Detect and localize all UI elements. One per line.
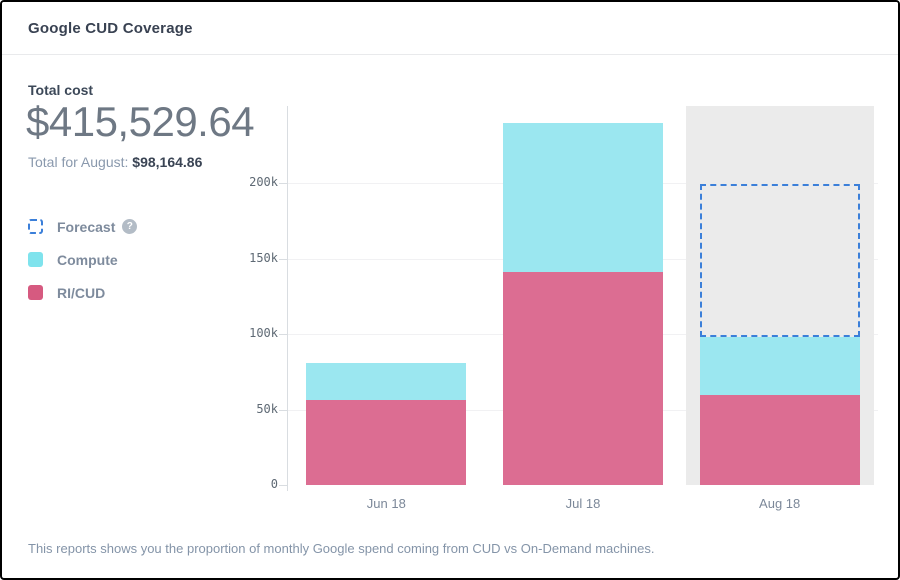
x-axis-label-jul-18: Jul 18 <box>565 496 601 511</box>
stacked-bar-chart: Jun 18 Jul 18 Aug 18 <box>279 106 878 511</box>
august-subtotal-prefix: Total for August: <box>28 154 129 170</box>
ricud-swatch-icon <box>28 285 43 300</box>
total-cost-value: $415,529.64 <box>26 98 255 145</box>
chart-column-jun-18: Jun 18 <box>288 106 485 511</box>
y-axis-tick-100k <box>279 334 287 335</box>
bar-jul-18[interactable] <box>502 123 663 485</box>
bar-segment-ri-cud-jul-18[interactable] <box>502 272 663 485</box>
total-cost-label: Total cost <box>28 82 94 98</box>
y-axis-tick-0 <box>279 485 287 486</box>
august-subtotal: Total for August: $98,164.86 <box>28 154 202 170</box>
legend-item-ricud[interactable]: RI/CUD <box>28 282 137 303</box>
august-subtotal-value: $98,164.86 <box>132 154 203 170</box>
bar-segment-ri-cud-aug-18[interactable] <box>699 395 860 485</box>
legend-ricud-label: RI/CUD <box>57 284 106 301</box>
bar-segment-compute-jul-18[interactable] <box>502 123 663 273</box>
bar-jun-18[interactable] <box>306 362 467 485</box>
legend-item-compute[interactable]: Compute <box>28 249 137 270</box>
y-axis-labels: 0 50k 100k 150k 200k <box>152 106 280 491</box>
page-title: Google CUD Coverage <box>28 20 193 37</box>
bar-segment-compute-jun-18[interactable] <box>306 362 467 400</box>
y-axis-label-150k: 150k <box>249 250 278 265</box>
legend-item-forecast[interactable]: Forecast ? <box>28 216 138 237</box>
chart-column-aug-18: Aug 18 <box>681 106 878 511</box>
legend-forecast-label: Forecast <box>57 218 116 235</box>
y-axis-line <box>287 106 288 491</box>
y-axis-label-0: 0 <box>270 477 278 491</box>
forecast-box <box>699 183 860 337</box>
compute-swatch-icon <box>28 252 43 267</box>
forecast-swatch-icon <box>28 219 43 234</box>
y-axis-label-50k: 50k <box>256 401 278 416</box>
bar-segment-ri-cud-jun-18[interactable] <box>306 399 467 485</box>
bar-aug-18[interactable] <box>699 336 860 485</box>
x-axis-label-aug-18: Aug 18 <box>759 496 801 511</box>
help-icon[interactable]: ? <box>122 219 138 234</box>
y-axis-tick-200k <box>279 183 287 184</box>
report-description: This reports shows you the proportion of… <box>28 541 655 556</box>
chart-legend: Forecast ? Compute RI/CUD <box>28 216 138 315</box>
bar-segment-compute-aug-18[interactable] <box>699 336 860 396</box>
x-axis-label-jun-18: Jun 18 <box>366 496 406 511</box>
y-axis-label-100k: 100k <box>249 326 278 340</box>
chart-column-jul-18: Jul 18 <box>485 106 682 511</box>
y-axis-tick-150k <box>279 258 287 260</box>
legend-compute-label: Compute <box>57 251 118 268</box>
y-axis-tick-50k <box>279 409 287 411</box>
y-axis-label-200k: 200k <box>249 175 278 189</box>
report-header: Google CUD Coverage <box>2 2 898 55</box>
